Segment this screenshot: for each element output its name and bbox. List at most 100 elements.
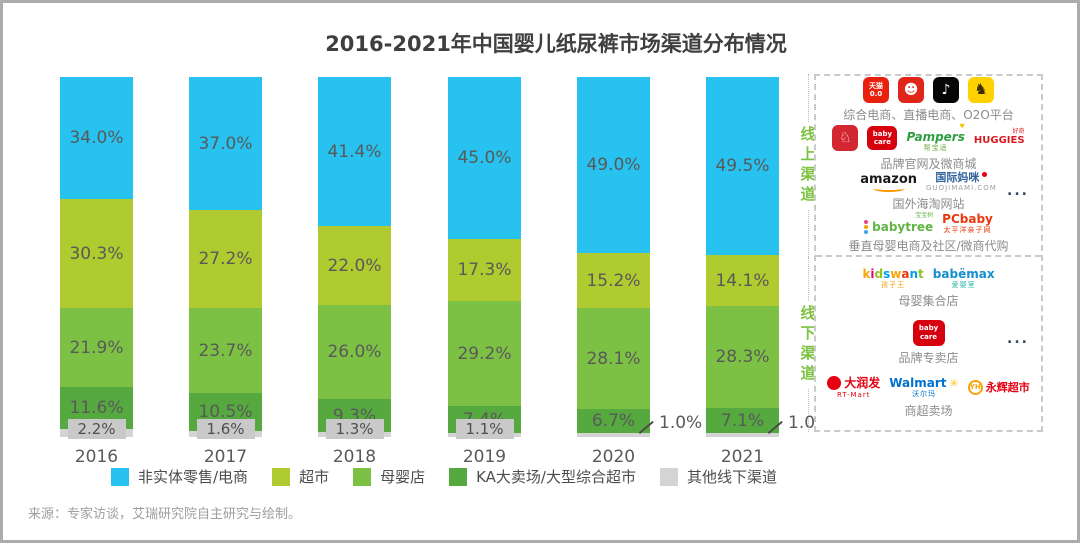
- legend-item: KA大卖场/大型综合超市: [449, 466, 636, 487]
- logo-group-caption: 母婴集合店: [898, 293, 959, 308]
- logo-group: ♘ baby care ♥ Pampers 帮宝适 好奇 HUGGIES 品牌官网及微商城: [816, 122, 1041, 172]
- legend-item: 超市: [272, 466, 329, 487]
- legend-swatch: [111, 467, 129, 486]
- logo-group-caption: 品牌专卖店: [898, 350, 959, 365]
- bar-segment: 45.0%: [448, 77, 521, 239]
- logo-group-caption: 国外海淘网站: [892, 197, 965, 212]
- amazon-logo: amazon: [860, 173, 917, 192]
- segment-label: 15.2%: [586, 270, 641, 291]
- year-label: 2017: [203, 447, 248, 467]
- legend-swatch: [449, 467, 468, 486]
- dotted-line: [807, 74, 809, 122]
- bar-segment: 49.5%: [706, 77, 779, 256]
- other-segment-label: 1.6%: [196, 419, 255, 439]
- huggies-logo: 好奇 HUGGIES: [973, 128, 1025, 147]
- logo-row: ♘ baby care ♥ Pampers 帮宝适 好奇 HUGGIES: [832, 122, 1025, 152]
- other-segment-label: 1.3%: [325, 419, 384, 439]
- legend-label: 非实体零售/电商: [138, 468, 249, 486]
- segment-label: 11.6%: [69, 398, 124, 419]
- bar-segment: [577, 433, 650, 437]
- chart-legend: 非实体零售/电商 超市 母婴店 KA大卖场/大型综合超市 其他线下渠道: [111, 466, 777, 487]
- logo-row: k i d s w a n t 孩子王 babёmax 爱婴室: [862, 268, 994, 289]
- yonghui-logo: YH 永辉超市: [967, 380, 1030, 396]
- logo-group-caption: 垂直母婴电商及社区/微商代购: [848, 239, 1009, 254]
- douyin-icon: ♪: [933, 76, 959, 103]
- amazon-smile-icon: [872, 185, 905, 192]
- walmart-logo: Walmart ✳ 沃尔玛: [889, 376, 959, 399]
- segment-label: 37.0%: [198, 133, 253, 154]
- bar-segment: 14.1%: [706, 255, 779, 306]
- chart-title: 2016-2021年中国婴儿纸尿裤市场渠道分布情况: [325, 32, 787, 56]
- jd-icon: ☻: [898, 76, 924, 103]
- logo-group: k i d s w a n t 孩子王 babёmax 爱婴室母婴集合店: [816, 268, 1041, 309]
- year-label: 2020: [591, 447, 636, 467]
- segment-label: 22.0%: [327, 255, 382, 276]
- online-channel-bracket: 线上渠道: [799, 74, 817, 257]
- legend-item: 母婴店: [353, 466, 425, 487]
- bar-segment: 23.7%: [189, 308, 262, 394]
- legend-item: 其他线下渠道: [659, 466, 777, 487]
- segment-label: 26.0%: [327, 342, 382, 363]
- bar-segment: 7.1%: [706, 407, 779, 434]
- segment-label: 7.1%: [720, 410, 765, 431]
- bar-column: 34.0% 30.3% 21.9% 11.6% 2.2% 2016: [60, 77, 133, 467]
- babycare-icon: baby care: [912, 319, 945, 346]
- babytree-logo-flower-icon: [864, 220, 869, 235]
- logo-row: baby care: [912, 319, 945, 346]
- bar-segment: 6.7%: [577, 409, 650, 434]
- callout-label: 1.0%: [659, 413, 703, 433]
- more-dots: ...: [1007, 331, 1029, 348]
- dotted-line: [807, 209, 809, 257]
- logo-group: 大润发 RT-Mart Walmart ✳ 沃尔玛 YH 永辉超市 商超卖场: [816, 376, 1041, 419]
- legend-label: 其他线下渠道: [686, 468, 777, 486]
- segment-label: 28.3%: [715, 346, 770, 367]
- bar-segment: 34.0%: [60, 77, 133, 200]
- bar-segment: 41.4%: [318, 77, 391, 227]
- segment-label: 21.9%: [69, 337, 124, 358]
- tmall-icon: 天猫 0.0: [863, 76, 889, 103]
- bar-segment: 27.2%: [189, 210, 262, 309]
- pampers-logo: ♥ Pampers 帮宝适: [906, 122, 965, 152]
- logo-group: 天猫 0.0 ☻ ♪ ♞ 综合电商、直播电商、O2O平台: [816, 76, 1041, 123]
- segment-label: 10.5%: [198, 402, 253, 423]
- logo-row: 宝宝树 babytree PCbaby 太平洋亲子网: [864, 213, 993, 235]
- dotted-line: [807, 388, 809, 432]
- other-segment-label: 1.1%: [455, 419, 514, 439]
- legend-label: 超市: [299, 468, 330, 486]
- offline-examples-section: k i d s w a n t 孩子王 babёmax 爱婴室母婴集合店 baby care 品牌专卖店.…: [816, 257, 1041, 430]
- kidswant-logo: k i d s w a n t 孩子王: [862, 266, 924, 289]
- bar-segment: 30.3%: [60, 199, 133, 309]
- segment-label: 41.4%: [327, 141, 382, 162]
- bar-segment: 17.3%: [448, 239, 521, 302]
- segment-label: 6.7%: [591, 411, 636, 432]
- segment-label: 17.3%: [457, 260, 512, 281]
- more-dots: ...: [1007, 182, 1029, 199]
- bar-column: 37.0% 27.2% 23.7% 10.5% 1.6% 2017: [189, 77, 262, 467]
- segment-label: 27.2%: [198, 249, 253, 270]
- offline-channel-label: 线下渠道: [798, 304, 817, 385]
- year-label: 2019: [462, 447, 507, 467]
- logo-group-caption: 品牌官网及微商城: [880, 156, 977, 171]
- walmart-logo-spark-icon: ✳: [949, 376, 959, 390]
- guojimami-logo-dot-icon: [982, 172, 988, 178]
- legend-swatch: [659, 467, 678, 486]
- bar-segment: [706, 433, 779, 437]
- legend-label: KA大卖场/大型综合超市: [476, 468, 636, 486]
- bar-segment: 22.0%: [318, 226, 391, 306]
- year-label: 2016: [74, 447, 119, 467]
- bar-column: 49.5% 14.1% 28.3% 7.1% 1.0% 2021: [706, 77, 831, 467]
- segment-label: 14.1%: [715, 270, 770, 291]
- offline-channel-bracket: 线下渠道: [799, 257, 817, 432]
- segment-label: 45.0%: [457, 148, 512, 168]
- online-channel-label: 线上渠道: [798, 125, 817, 206]
- bar-column: 45.0%17.3%29.2%7.4%1.1%2019: [448, 77, 521, 467]
- logo-group: 宝宝树 babytree PCbaby 太平洋亲子网垂直母婴电商及社区/微商代购: [816, 213, 1041, 254]
- other-segment-label: 2.2%: [67, 419, 126, 439]
- bar-segment: 15.2%: [577, 253, 650, 309]
- babycare-icon: baby care: [867, 125, 898, 150]
- segment-label: 49.0%: [586, 155, 641, 176]
- red-brand-icon: ♘: [832, 124, 859, 151]
- logo-group-caption: 综合电商、直播电商、O2O平台: [843, 107, 1014, 122]
- babytree-logo: 宝宝树 babytree: [864, 213, 933, 235]
- source-note: 来源：专家访谈，艾瑞研究院自主研究与绘制。: [28, 507, 302, 522]
